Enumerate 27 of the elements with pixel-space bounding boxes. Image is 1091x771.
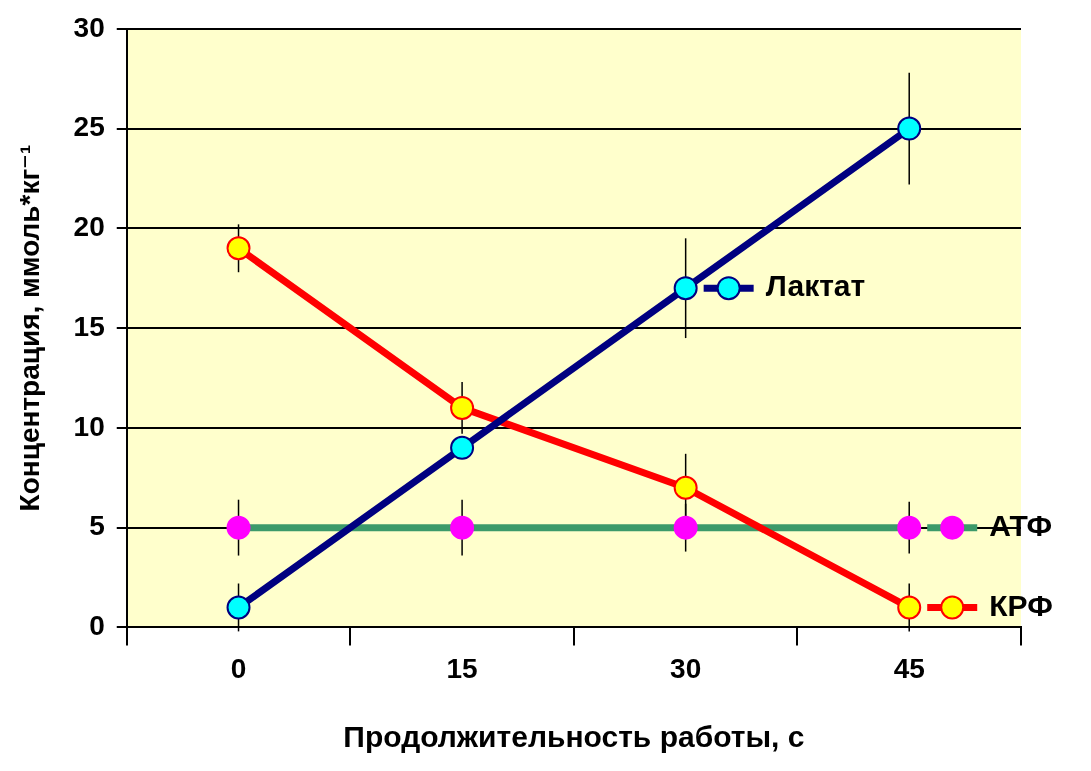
y-tick-label: 30 [73, 11, 105, 43]
x-tick-label: 15 [446, 652, 478, 684]
y-tick-label: 20 [73, 211, 105, 243]
y-tick-label: 15 [73, 310, 105, 342]
y-axis-title: Концентрация, ммоль*кг⁻¹ [13, 144, 45, 512]
legend-label: КРФ [989, 588, 1053, 622]
point [897, 515, 922, 540]
point [450, 435, 475, 460]
point [673, 276, 698, 301]
legend-label: Лактат [765, 269, 866, 303]
x-tick-label: 45 [893, 652, 925, 684]
x-axis-title: Продолжительность работы, с [343, 720, 805, 754]
y-tick-label: 25 [73, 111, 105, 143]
point [897, 116, 922, 141]
x-tick-label: 30 [670, 652, 702, 684]
point [673, 475, 698, 500]
y-tick-label: 0 [89, 610, 105, 642]
point [673, 515, 698, 540]
point [226, 595, 251, 620]
y-tick-label: 10 [73, 410, 105, 442]
point [226, 515, 251, 540]
point [226, 236, 251, 261]
point [450, 395, 475, 420]
x-tick-label: 0 [230, 652, 247, 684]
y-tick-label: 5 [89, 510, 105, 542]
point [450, 515, 475, 540]
point [897, 595, 922, 620]
